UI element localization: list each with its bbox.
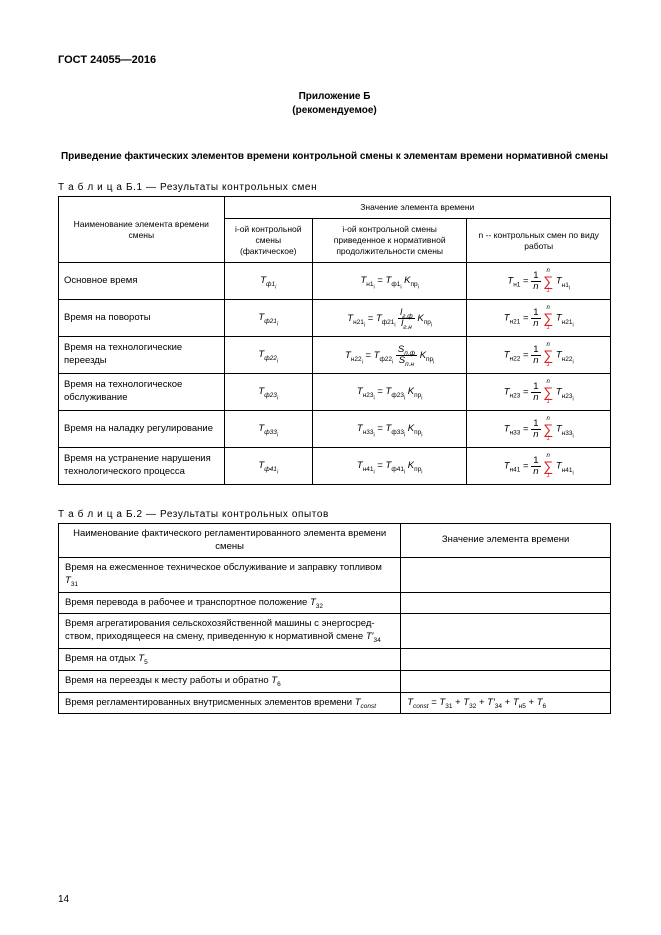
row-label: Время перевода в рабочее и транспортное …: [65, 597, 310, 608]
appendix-heading: Приложение Б (рекомендуемое): [58, 90, 611, 117]
t2-h2: Значение элемента времени: [442, 534, 569, 545]
table-b1: Наименование элемента времени смены Знач…: [58, 196, 611, 485]
table-b1-caption: Т а б л и ц а Б.1 — Результаты контрольн…: [58, 182, 611, 193]
row-label: Время на повороты: [64, 312, 151, 323]
table-row: Время на ежесменное техническое обслужив…: [59, 557, 611, 592]
table-row: Основное время Tф1i Tн1i = Tф1i Kпрi Tн1…: [59, 263, 611, 300]
recommended-label: (рекомендуемое): [58, 104, 611, 118]
row-label: Время регламентированных внутрисменных э…: [65, 697, 355, 708]
table-b2: Наименование фактического регламентирова…: [58, 523, 611, 714]
row-label: Время на переезды к месту работы и обрат…: [65, 675, 271, 686]
row-label: Время на устранение нарушения технологич…: [64, 453, 211, 477]
appendix-label: Приложение Б: [58, 90, 611, 104]
standard-number: ГОСТ 24055—2016: [58, 54, 611, 66]
t1-h4: n -- контрольных смен по виду работы: [479, 230, 599, 251]
table-row: Время на повороты Tф21i Tн21i = Tф21i lг…: [59, 300, 611, 337]
table-row: Время перевода в рабочее и транспортное …: [59, 592, 611, 614]
row-label: Время на наладку регулирование: [64, 423, 213, 434]
page: ГОСТ 24055—2016 Приложение Б (рекомендуе…: [0, 0, 661, 935]
t1-hspan: Значение элемента времени: [360, 202, 474, 212]
page-number: 14: [58, 894, 69, 905]
row-label: Время на технологическое обслуживание: [64, 379, 182, 403]
table-row: Время на наладку регулирование Tф33i Tн3…: [59, 411, 611, 448]
table-row: Время на технологические переезды Tф22i …: [59, 337, 611, 374]
row-label: Время агрегатирования сельскохозяйственн…: [65, 618, 375, 642]
t2-h1: Наименование фактического регламентирова…: [73, 528, 386, 551]
table-row: Время на переезды к месту работы и обрат…: [59, 670, 611, 692]
table-row: Время регламентированных внутрисменных э…: [59, 692, 611, 714]
t1-h3: i-ой контрольной смены приведенное к нор…: [334, 224, 446, 256]
t1-h2: i-ой контрольной смены (фактическое): [235, 224, 302, 256]
t1-h1: Наименование элемента времени смены: [74, 219, 209, 240]
table-row: Время на устранение нарушения технологич…: [59, 448, 611, 485]
row-label: Время на технологические переезды: [64, 342, 182, 366]
table-row: Время на технологическое обслуживание Tф…: [59, 374, 611, 411]
row-label: Время на отдых: [65, 653, 138, 664]
row-label: Время на ежесменное техническое обслужив…: [65, 562, 382, 573]
table-b2-caption: Т а б л и ц а Б.2 — Результаты контрольн…: [58, 509, 611, 520]
title: Приведение фактических элементов времени…: [58, 151, 611, 162]
table-row: Время на отдых T5: [59, 648, 611, 670]
row-label: Основное время: [64, 275, 137, 286]
table-row: Время агрегатирования сельскохозяйственн…: [59, 614, 611, 649]
